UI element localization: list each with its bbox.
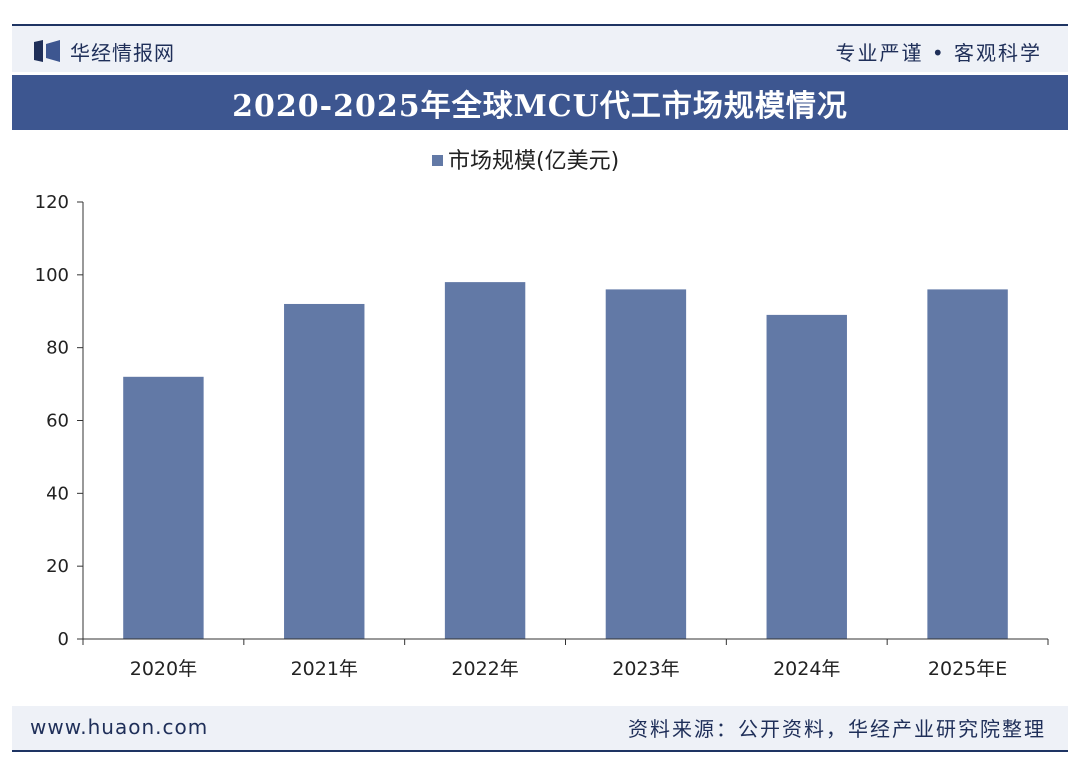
bottom-rule <box>12 750 1068 752</box>
y-tick-label: 20 <box>46 556 69 577</box>
bar <box>284 303 365 639</box>
footer-band <box>12 706 1068 750</box>
y-tick-label: 120 <box>35 192 69 213</box>
brand-logo-icon <box>34 40 60 62</box>
y-tick-label: 0 <box>58 629 69 650</box>
title-bar: 2020-2025年全球MCU代工市场规模情况 <box>12 75 1068 130</box>
brand: 华经情报网 <box>34 36 175 66</box>
chart-title: 2020-2025年全球MCU代工市场规模情况 <box>232 88 848 124</box>
header-band <box>12 26 1068 72</box>
y-tick-label: 100 <box>35 265 69 286</box>
brand-name: 华经情报网 <box>70 40 175 65</box>
y-tick-label: 80 <box>46 338 69 359</box>
bars <box>123 282 1008 639</box>
chart-legend: 市场规模(亿美元) <box>432 149 619 174</box>
bar <box>927 289 1008 639</box>
x-tick-label: 2020年 <box>130 658 197 680</box>
top-rule <box>12 24 1068 26</box>
x-axis: 2020年 2021年 2022年 2023年 2024年 2025年E <box>82 638 1049 680</box>
bar <box>766 314 847 639</box>
legend-label: 市场规模(亿美元) <box>448 149 619 174</box>
y-axis: 0 20 40 60 80 100 120 <box>35 192 84 650</box>
x-tick-label: 2024年 <box>773 658 840 680</box>
y-tick-label: 60 <box>46 411 69 432</box>
bar-chart: 市场规模(亿美元) 0 20 40 60 80 100 120 2020年 2021年 2022… <box>35 149 1049 680</box>
slogan: 专业严谨 • 客观科学 <box>835 40 1042 65</box>
legend-swatch <box>432 155 443 166</box>
x-tick-label: 2021年 <box>291 658 358 680</box>
bar <box>444 282 526 639</box>
x-tick-label: 2025年E <box>928 658 1007 680</box>
footer-source: 资料来源：公开资料，华经产业研究院整理 <box>628 716 1046 741</box>
footer-url: www.huaon.com <box>30 715 209 739</box>
bar <box>123 376 204 639</box>
y-tick-label: 40 <box>46 483 69 504</box>
x-tick-label: 2022年 <box>451 658 518 680</box>
x-tick-label: 2023年 <box>612 658 679 680</box>
bar <box>605 289 687 639</box>
